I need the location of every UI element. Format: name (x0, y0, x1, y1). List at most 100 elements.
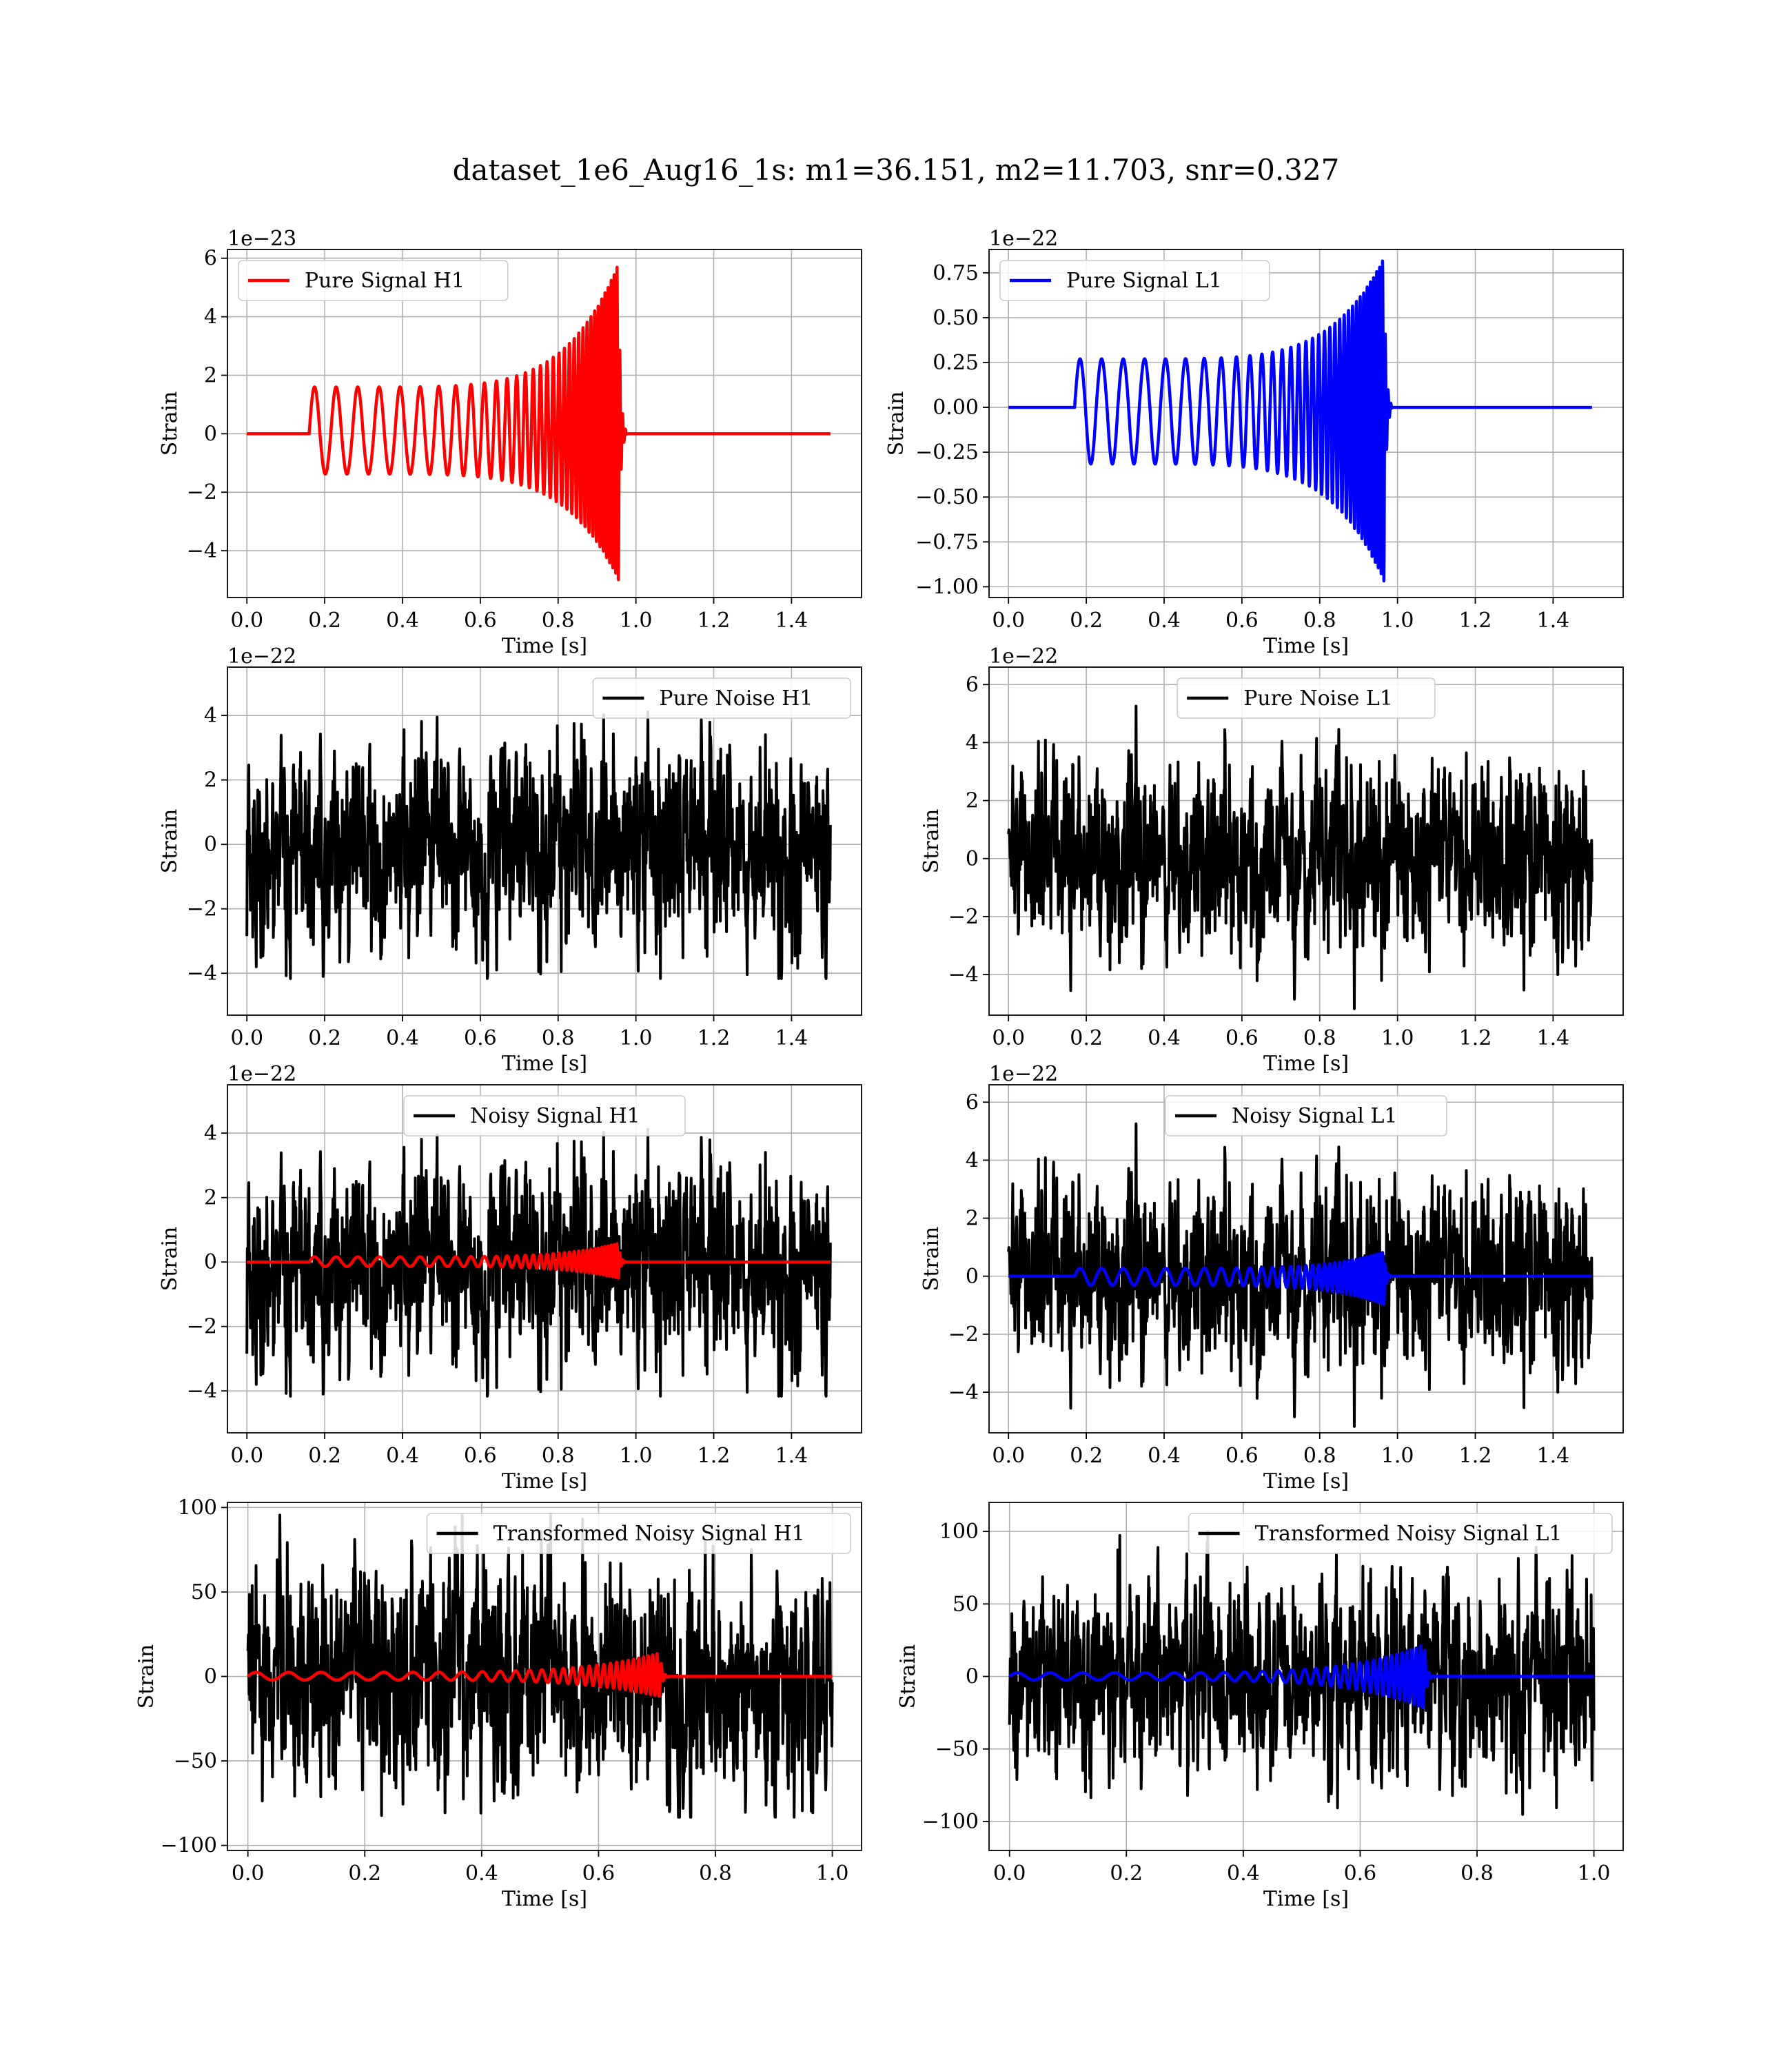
x-axis-label: Time [s] (502, 1887, 587, 1911)
axes-frame (227, 249, 862, 598)
y-tick-label: 4 (204, 704, 217, 728)
axis-offset-text: 1e−22 (989, 227, 1058, 251)
x-tick-label: 1.2 (698, 1444, 731, 1468)
series-group (1007, 1122, 1594, 1428)
x-axis-label: Time [s] (502, 1469, 587, 1493)
series-group (245, 265, 832, 582)
x-tick-label: 0.0 (230, 1026, 263, 1050)
y-tick-label: −2 (948, 905, 979, 929)
x-tick-label: 0.2 (348, 1861, 381, 1886)
x-tick-label: 0.8 (1460, 1861, 1494, 1886)
figure-title: dataset_1e6_Aug16_1s: m1=36.151, m2=11.7… (452, 153, 1340, 187)
legend-box (1188, 1513, 1613, 1554)
axis-offset-text: 1e−22 (989, 644, 1058, 669)
y-tick-label: 0 (204, 1665, 217, 1689)
series-group (1007, 704, 1594, 1010)
series-group (246, 1513, 834, 1819)
legend-box (403, 1095, 686, 1136)
subplot-transformed-noisy-signal-h1: 0.0 0.2 0.4 0.6 0.8 1.0 −100 −50 0 50 100 Time [s] S… (134, 1496, 862, 1911)
x-tick-label: 1.2 (698, 609, 731, 633)
y-tick-label: −4 (187, 1379, 217, 1403)
x-tick-label: 0.2 (1070, 1026, 1103, 1050)
x-tick-label: 0.8 (1303, 1026, 1336, 1050)
x-tick-label: 0.0 (230, 1444, 263, 1468)
y-tick-label: 50 (191, 1580, 217, 1604)
legend: Pure Noise H1 (592, 677, 851, 719)
axis-offset-text: 1e−22 (227, 1062, 296, 1086)
x-axis-label: Time [s] (1263, 634, 1349, 658)
y-tick-label: 4 (204, 305, 217, 329)
x-tick-label: 0.4 (386, 1444, 419, 1468)
x-axis-label: Time [s] (502, 634, 587, 658)
y-tick-label: 0 (204, 422, 217, 446)
y-tick-label: 100 (939, 1520, 979, 1544)
y-tick-label: −1.00 (915, 575, 979, 599)
axis-offset-text: 1e−22 (227, 644, 296, 669)
y-tick-label: 0.50 (933, 306, 979, 330)
y-axis-label: Strain (919, 1227, 944, 1292)
series-line-chirp-overlay (1008, 1644, 1596, 1710)
legend: Transformed Noisy Signal L1 (1188, 1513, 1613, 1554)
x-axis-label: Time [s] (1263, 1052, 1349, 1076)
y-tick-label: −4 (187, 539, 217, 563)
y-tick-label: 0 (966, 1665, 979, 1689)
subplot-pure-signal-h1: 0.0 0.2 0.4 0.6 0.8 1.0 1.2 1.4 −4 −2 0 2 4 6 Time [s]… (158, 227, 862, 658)
legend: Pure Signal H1 (238, 260, 509, 301)
x-tick-label: 0.8 (1303, 609, 1336, 633)
x-tick-label: 0.0 (992, 609, 1025, 633)
grid (989, 249, 1623, 598)
y-axis-label: Strain (919, 809, 944, 874)
x-tick-label: 1.0 (1381, 1026, 1414, 1050)
legend-box (426, 1513, 851, 1554)
legend-box (592, 677, 851, 719)
subplot-transformed-noisy-signal-l1: 0.0 0.2 0.4 0.6 0.8 1.0 −100 −50 0 50 100 Time [s] S… (896, 1502, 1624, 1911)
series-line-chirp-overlay (246, 1652, 834, 1698)
x-tick-label: 1.2 (1459, 1026, 1492, 1050)
x-tick-label: 1.2 (1459, 1444, 1492, 1468)
y-tick-label: −50 (935, 1737, 979, 1762)
x-tick-label: 0.4 (386, 1026, 419, 1050)
y-tick-label: 4 (966, 731, 979, 755)
x-tick-label: 1.4 (775, 609, 808, 633)
x-tick-label: 0.4 (386, 609, 419, 633)
series-line-noisy-signal-h1 (245, 1128, 832, 1398)
legend-box (1165, 1095, 1447, 1136)
x-axis-label: Time [s] (1263, 1887, 1349, 1911)
y-tick-label: 50 (953, 1592, 979, 1616)
x-tick-label: 0.6 (1225, 1444, 1259, 1468)
x-tick-label: 1.4 (775, 1026, 808, 1050)
x-tick-label: 1.4 (1537, 1026, 1570, 1050)
y-tick-label: 2 (966, 1207, 979, 1231)
x-tick-label: 0.6 (1225, 609, 1259, 633)
x-tick-label: 1.0 (816, 1861, 849, 1886)
series-line-transformed-noisy-signal-l1 (1008, 1530, 1596, 1816)
x-tick-label: 0.8 (542, 1444, 575, 1468)
axes-frame (227, 666, 862, 1016)
x-tick-label: 1.2 (1459, 609, 1492, 633)
series-group (1007, 259, 1594, 583)
subplot-noisy-signal-h1: 0.0 0.2 0.4 0.6 0.8 1.0 1.2 1.4 −4 −2 0 2 4 Time [s] S… (158, 1062, 862, 1493)
y-tick-label: −4 (948, 963, 979, 987)
legend-label: Noisy Signal H1 (470, 1104, 640, 1128)
y-axis-label: Strain (158, 391, 182, 456)
series-line-pure-signal-h1 (245, 265, 832, 582)
y-tick-label: 0 (204, 1250, 217, 1274)
y-tick-label: 0 (204, 833, 217, 857)
x-tick-label: 0.4 (1227, 1861, 1260, 1886)
y-axis-label: Strain (884, 391, 908, 456)
x-tick-label: 0.2 (1110, 1861, 1143, 1886)
legend-box (1177, 677, 1436, 719)
y-tick-label: −50 (174, 1749, 217, 1773)
x-tick-label: 1.0 (1578, 1861, 1611, 1886)
legend-label: Pure Signal L1 (1066, 269, 1222, 293)
legend: Noisy Signal H1 (403, 1095, 686, 1136)
legend-label: Pure Noise L1 (1243, 686, 1393, 711)
x-tick-label: 1.0 (620, 1444, 653, 1468)
y-axis-label: Strain (158, 809, 182, 874)
series-group (245, 710, 832, 980)
y-tick-label: −0.75 (915, 530, 979, 554)
legend-label: Noisy Signal L1 (1232, 1104, 1397, 1128)
x-tick-label: 1.0 (1381, 1444, 1414, 1468)
series-line-transformed-noisy-signal-h1 (246, 1513, 834, 1819)
legend: Pure Noise L1 (1177, 677, 1436, 719)
